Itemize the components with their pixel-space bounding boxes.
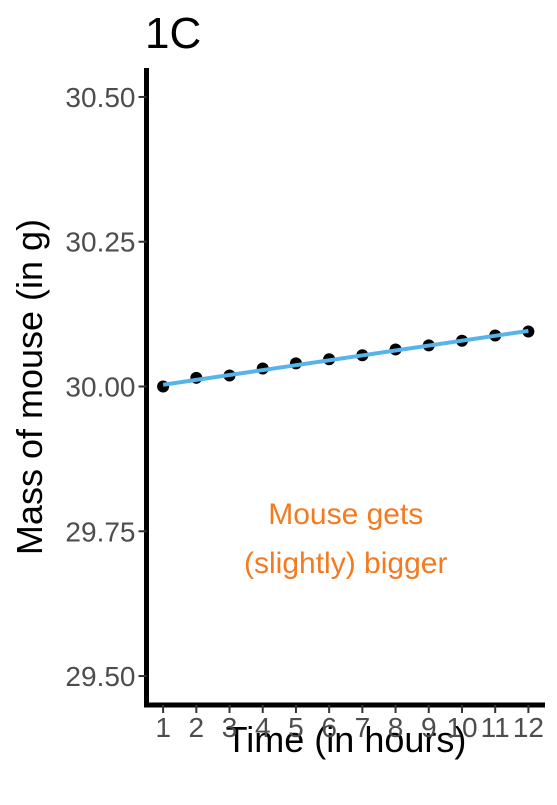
x-axis-label: Time (in hours): [226, 719, 467, 760]
x-tick-label: 3: [222, 712, 238, 743]
x-tick-label: 8: [388, 712, 404, 743]
chart-title: 1C: [145, 9, 201, 58]
x-tick-label: 2: [189, 712, 205, 743]
trend-line: [162, 328, 529, 387]
x-tick-label: 12: [513, 712, 544, 743]
x-tick-label: 6: [321, 712, 337, 743]
y-tick-label: 30.25: [65, 227, 135, 258]
x-tick-label: 11: [481, 712, 510, 743]
y-tick-label: 29.75: [65, 516, 135, 547]
x-tick-label: 1: [155, 712, 171, 743]
x-tick-label: 10: [446, 712, 477, 743]
y-tick-label: 30.00: [65, 372, 135, 403]
y-axis-label: Mass of mouse (in g): [9, 219, 50, 555]
x-tick-label: 4: [255, 712, 271, 743]
y-tick-label: 29.50: [65, 661, 135, 692]
annotation-text: Mouse gets: [268, 498, 423, 531]
annotation-text: (slightly) bigger: [244, 547, 447, 580]
x-tick-label: 5: [288, 712, 304, 743]
x-tick-label: 9: [421, 712, 437, 743]
x-tick-label: 7: [355, 712, 371, 743]
y-tick-label: 30.50: [65, 82, 135, 113]
